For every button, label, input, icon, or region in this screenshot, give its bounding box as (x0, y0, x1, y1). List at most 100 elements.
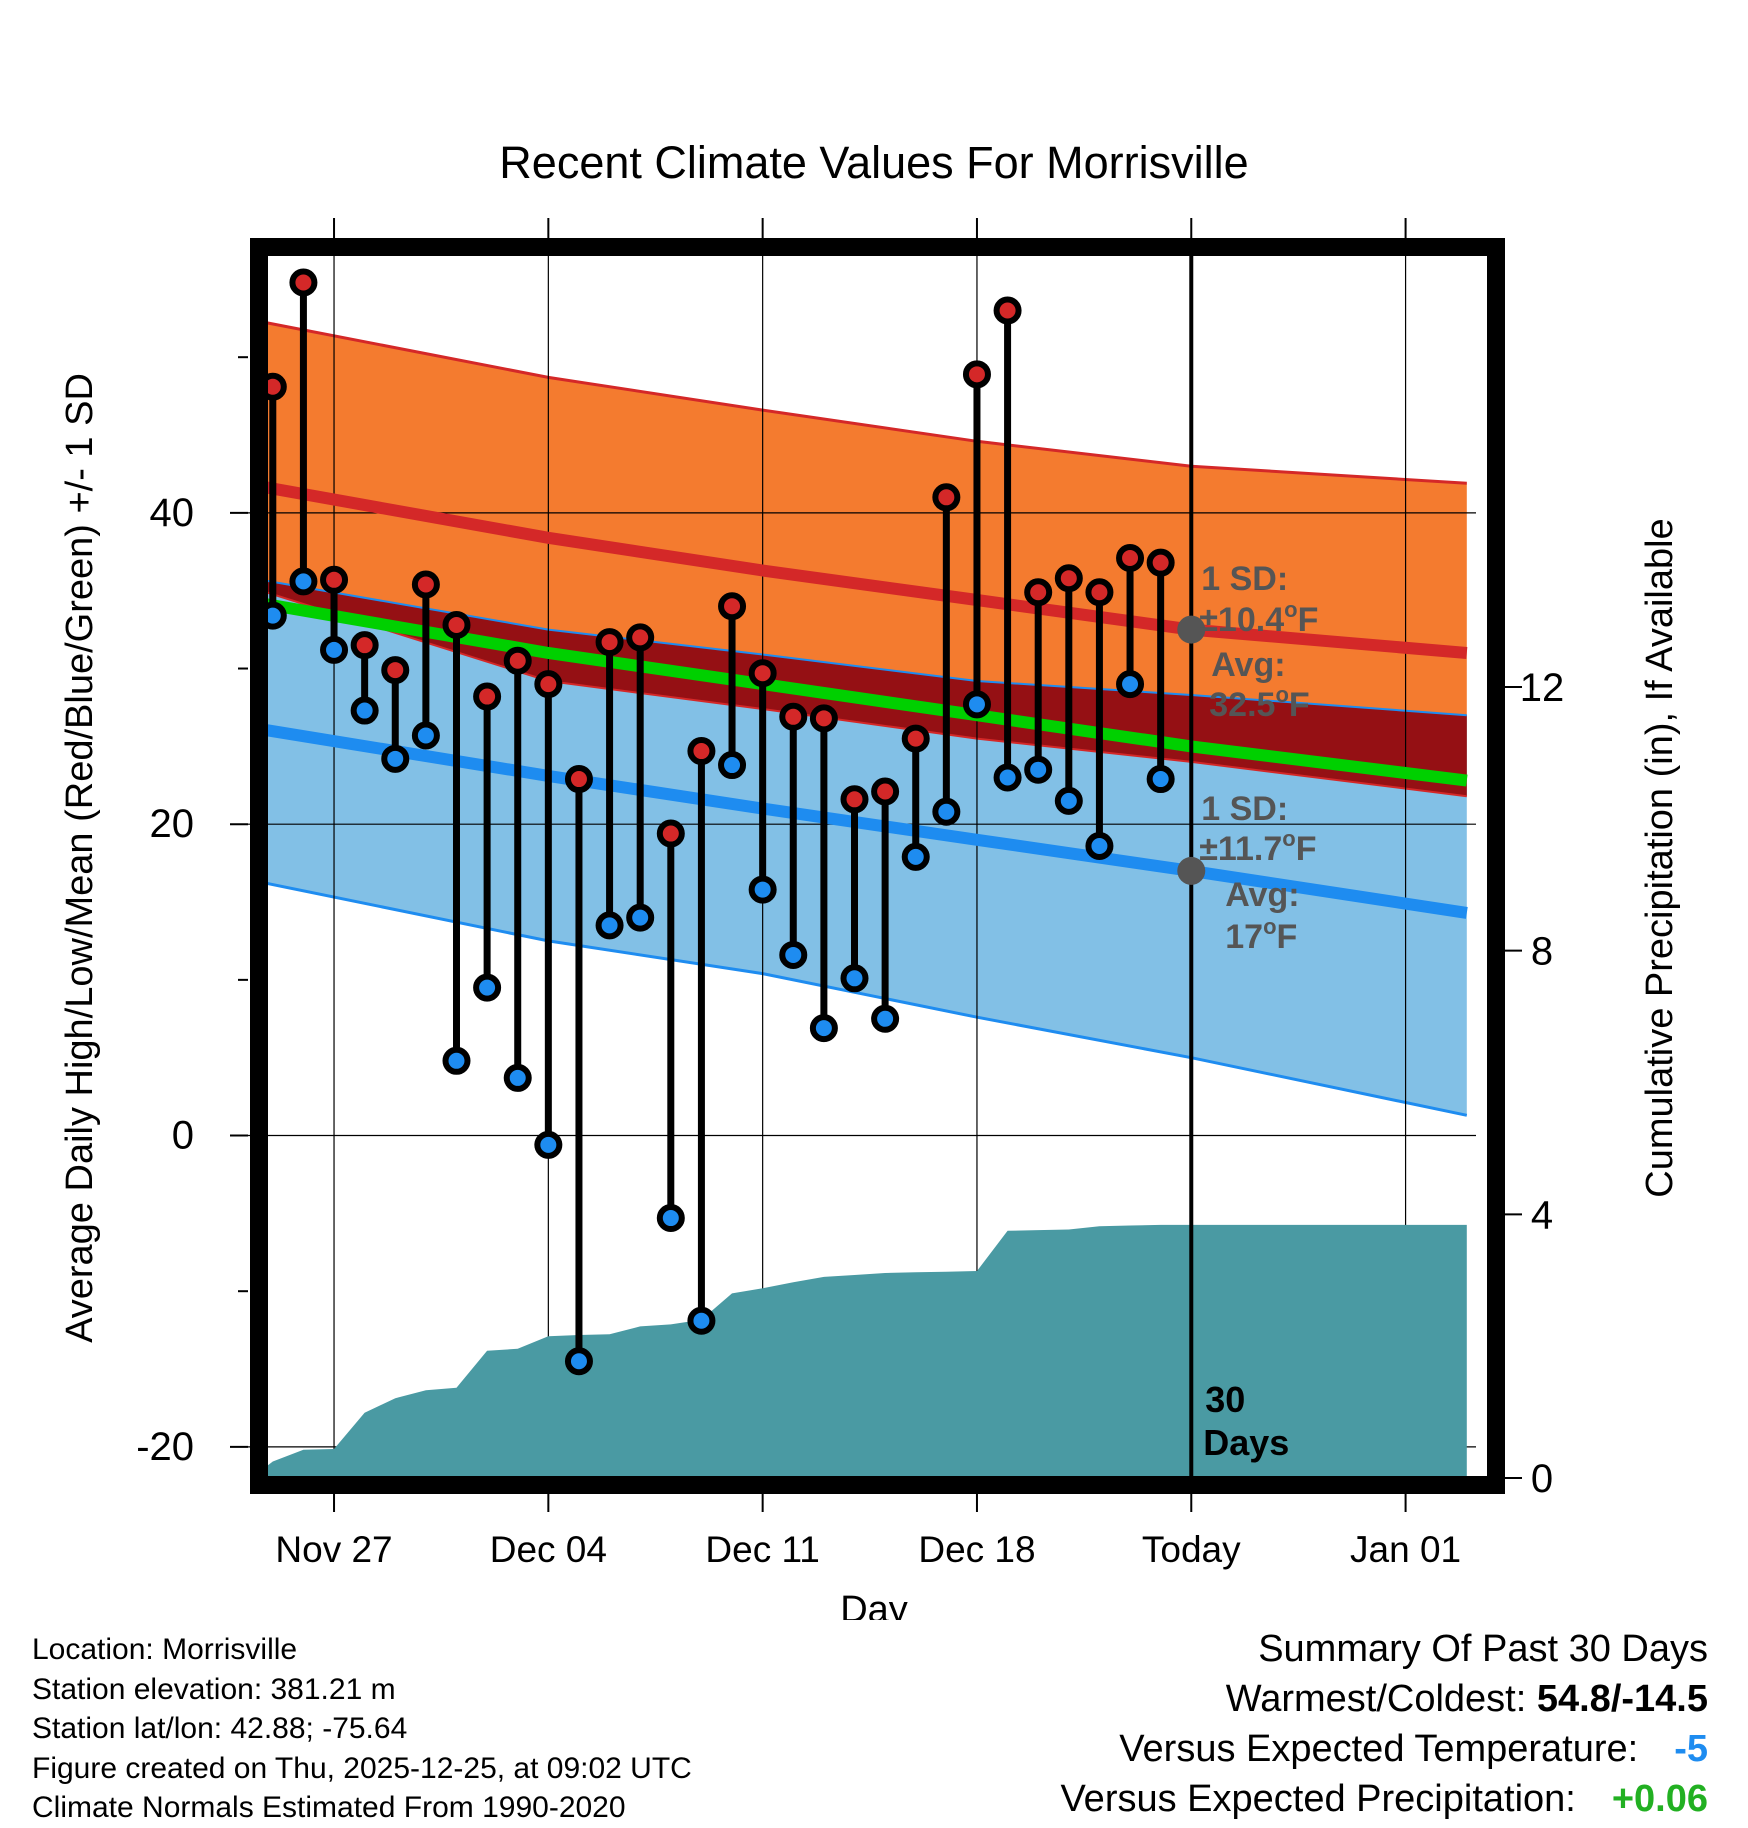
y-tick-label: 0 (172, 1114, 194, 1158)
low-point (534, 1130, 563, 1159)
high-point (1116, 544, 1145, 573)
low-point (381, 744, 410, 773)
x-tick-label: Nov 27 (275, 1529, 392, 1570)
y2-axis-label: Cumulative Precipitation (in), If Availa… (1639, 518, 1681, 1197)
x-tick-label: Today (1142, 1529, 1241, 1570)
high-avg-value: 32.5oF (1209, 682, 1309, 724)
high-point (1054, 564, 1083, 593)
high-point (595, 628, 624, 657)
high-point (381, 656, 410, 685)
high-point (564, 765, 593, 794)
high-sd-value: ±10.4oF (1199, 597, 1318, 639)
high-point (718, 592, 747, 621)
high-point (993, 296, 1022, 325)
high-point (320, 565, 349, 594)
high-point (779, 702, 808, 731)
x-tick-label: Dec 04 (490, 1529, 607, 1570)
y2-tick-label: 4 (1531, 1193, 1553, 1237)
warm-cold-value: 54.8/-14.5 (1536, 1678, 1708, 1720)
high-point (809, 704, 838, 733)
high-point (840, 785, 869, 814)
low-point (718, 751, 747, 780)
high-point (962, 360, 991, 389)
high-sd-label: 1 SD: (1201, 560, 1288, 598)
high-point (289, 268, 318, 297)
low-point (473, 973, 502, 1002)
low-point (748, 875, 777, 904)
x-tick-label: Jan 01 (1350, 1529, 1461, 1570)
low-point (932, 797, 961, 826)
low-avg-label: Avg: (1225, 876, 1299, 914)
high-point (748, 659, 777, 688)
summary-panel: Summary Of Past 30 Days Warmest/Coldest:… (1060, 1624, 1708, 1824)
plot-frame (250, 238, 1505, 1494)
y2-tick-label: 12 (1520, 666, 1565, 710)
created-text: Figure created on Thu, 2025-12-25, at 09… (32, 1751, 692, 1785)
low-point (320, 635, 349, 664)
low-point (442, 1046, 471, 1075)
low-point (656, 1204, 685, 1233)
high-point (473, 682, 502, 711)
low-point (1116, 670, 1145, 699)
high-point (1146, 548, 1175, 577)
low-point (901, 842, 930, 871)
low-point (626, 903, 655, 932)
high-point (442, 610, 471, 639)
low-point (350, 696, 379, 725)
low-point (411, 721, 440, 750)
low-point (871, 1004, 900, 1033)
days-label-number: 30 (1205, 1379, 1245, 1420)
low-point (1054, 786, 1083, 815)
high-point (1085, 578, 1114, 607)
low-point (503, 1063, 532, 1092)
low-upper-bound (251, 577, 1467, 717)
normals-text: Climate Normals Estimated From 1990-2020 (32, 1791, 626, 1824)
x-tick-label: Dec 18 (918, 1529, 1035, 1570)
axes: Nov 27 Dec 04 Dec 11 Dec 18 Today Jan 01 -20 0 2… (136, 218, 1564, 1570)
normal-low-line (250, 721, 1468, 919)
low-point (1024, 755, 1053, 784)
cumulative-precip-area (251, 1224, 1467, 1478)
x-axis-label: Day (840, 1589, 908, 1620)
elevation-text: Station elevation: 381.21 m (32, 1672, 396, 1706)
high-point (687, 737, 716, 766)
days-label-text: Days (1203, 1422, 1289, 1463)
high-point (901, 724, 930, 753)
temp-row: Versus Expected Temperature: -5 (1060, 1724, 1708, 1774)
high-lower-bound (251, 586, 1467, 798)
x-tick-label: Dec 11 (705, 1529, 820, 1570)
warm-cold-row: Warmest/Coldest: 54.8/-14.5 (1060, 1674, 1708, 1724)
y-axis-label: Average Daily High/Low/Mean (Red/Blue/Gr… (59, 373, 101, 1343)
high-point (503, 646, 532, 675)
location-text: Location: Morrisville (32, 1633, 298, 1666)
y-tick-label: 20 (150, 802, 195, 846)
high-point (932, 483, 961, 512)
high-avg-label: Avg: (1211, 646, 1285, 684)
temp-label: Versus Expected Temperature: (1119, 1728, 1639, 1770)
high-point (871, 777, 900, 806)
high-point (350, 631, 379, 660)
low-point (779, 940, 808, 969)
precip-label: Versus Expected Precipitation: (1060, 1778, 1576, 1820)
low-sd-value: ±11.7oF (1199, 826, 1316, 868)
temp-value: -5 (1674, 1728, 1708, 1770)
high-point (626, 623, 655, 652)
warm-cold-label: Warmest/Coldest: (1225, 1678, 1537, 1720)
high-point (411, 570, 440, 599)
chart-title: Recent Climate Values For Morrisville (499, 137, 1248, 188)
low-point (993, 763, 1022, 792)
low-point (962, 690, 991, 719)
high-point (656, 819, 685, 848)
low-point (840, 964, 869, 993)
low-point (809, 1014, 838, 1043)
precip-value: +0.06 (1611, 1778, 1708, 1820)
low-point (595, 911, 624, 940)
y2-tick-label: 0 (1531, 1457, 1553, 1501)
station-info: Location: Morrisville Station elevation:… (32, 1630, 692, 1828)
low-point (1146, 765, 1175, 794)
low-point (564, 1347, 593, 1376)
latlon-text: Station lat/lon: 42.88; -75.64 (32, 1712, 408, 1745)
summary-heading: Summary Of Past 30 Days (1258, 1628, 1708, 1670)
high-point (534, 670, 563, 699)
